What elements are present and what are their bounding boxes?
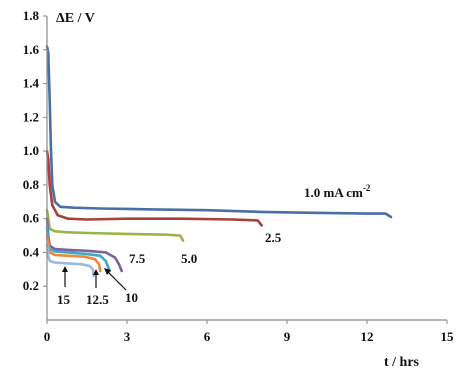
series-line-2 bbox=[45, 149, 263, 227]
x-tick-label: 0 bbox=[44, 329, 51, 344]
y-tick-label: 0.6 bbox=[23, 211, 40, 226]
x-axis-title: t / hrs bbox=[384, 355, 420, 370]
y-tick-label: 1.6 bbox=[23, 42, 40, 57]
y-axis-title: ΔE / V bbox=[56, 11, 95, 26]
label-series-1-sup: -2 bbox=[363, 183, 371, 193]
y-tick-label: 1.4 bbox=[23, 76, 40, 91]
y-tick-label: 1.2 bbox=[23, 109, 39, 124]
arrow-series-6 bbox=[93, 269, 99, 288]
x-tick-label: 3 bbox=[124, 329, 131, 344]
series-line-1 bbox=[45, 45, 393, 219]
y-tick-label: 1.8 bbox=[23, 8, 40, 23]
label-series-5: 10 bbox=[125, 290, 138, 305]
label-series-6: 12.5 bbox=[86, 292, 109, 307]
label-series-3: 5.0 bbox=[181, 251, 197, 266]
x-tick-label: 9 bbox=[284, 329, 291, 344]
y-tick-label: 1.0 bbox=[23, 143, 39, 158]
label-series-1-text: 1.0 mA cm bbox=[304, 185, 363, 200]
label-series-1: 1.0 mA cm-2 bbox=[304, 183, 371, 200]
arrow-series-7 bbox=[62, 266, 68, 287]
label-series-2: 2.5 bbox=[265, 230, 282, 245]
y-tick-label: 0.2 bbox=[23, 278, 39, 293]
y-tick-label: 0.4 bbox=[23, 244, 40, 259]
label-series-7: 15 bbox=[57, 292, 71, 307]
label-series-4: 7.5 bbox=[129, 251, 146, 266]
series-line-3 bbox=[45, 208, 185, 242]
series-line-7 bbox=[45, 242, 95, 278]
x-tick-label: 15 bbox=[441, 329, 455, 344]
y-tick-label: 0.8 bbox=[23, 177, 40, 192]
series-layer bbox=[45, 45, 393, 278]
ticks-layer: 0.2 0.4 0.6 0.8 1.0 1.2 1.4 1.6 1.8 0 3 6 9 12 15 bbox=[23, 8, 454, 344]
arrow-series-5 bbox=[104, 268, 127, 291]
series-line-6 bbox=[45, 234, 102, 273]
x-tick-label: 6 bbox=[204, 329, 211, 344]
x-tick-label: 12 bbox=[361, 329, 374, 344]
